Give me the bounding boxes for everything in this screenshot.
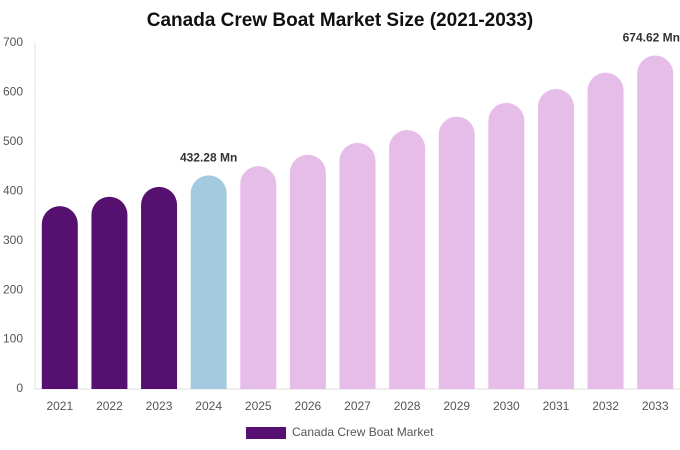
- bar: [339, 142, 376, 389]
- bar: [438, 116, 475, 390]
- x-tick-label: 2033: [642, 399, 669, 413]
- x-tick-label: 2022: [96, 399, 123, 413]
- bar: [537, 88, 574, 390]
- bar: [240, 166, 277, 389]
- legend-label: Canada Crew Boat Market: [292, 425, 434, 439]
- legend-swatch: [246, 427, 286, 439]
- x-tick-label: 2027: [344, 399, 371, 413]
- bar: [190, 175, 227, 389]
- x-tick-label: 2026: [295, 399, 322, 413]
- x-tick-label: 2025: [245, 399, 272, 413]
- bar: [587, 72, 624, 390]
- x-tick-label: 2028: [394, 399, 421, 413]
- value-label: 674.62 Mn: [623, 31, 680, 45]
- x-tick-label: 2023: [146, 399, 173, 413]
- bar: [289, 154, 326, 389]
- bar: [389, 129, 426, 389]
- bar: [41, 206, 78, 389]
- bar: [91, 196, 128, 389]
- y-tick-label: 700: [3, 35, 23, 49]
- bar: [488, 102, 525, 389]
- chart-title: Canada Crew Boat Market Size (2021-2033): [147, 10, 534, 31]
- x-tick-label: 2032: [592, 399, 619, 413]
- y-tick-label: 600: [3, 85, 23, 99]
- y-tick-label: 300: [3, 233, 23, 247]
- value-label: 432.28 Mn: [180, 151, 237, 165]
- x-tick-label: 2029: [443, 399, 470, 413]
- x-tick-label: 2024: [195, 399, 222, 413]
- bar: [141, 186, 178, 389]
- y-tick-label: 500: [3, 134, 23, 148]
- y-tick-label: 200: [3, 282, 23, 296]
- x-tick-label: 2021: [46, 399, 73, 413]
- y-tick-label: 400: [3, 183, 23, 197]
- x-tick-label: 2031: [543, 399, 570, 413]
- x-tick-label: 2030: [493, 399, 520, 413]
- bar: [637, 55, 674, 389]
- y-tick-label: 100: [3, 332, 23, 346]
- y-tick-label: 0: [16, 381, 23, 395]
